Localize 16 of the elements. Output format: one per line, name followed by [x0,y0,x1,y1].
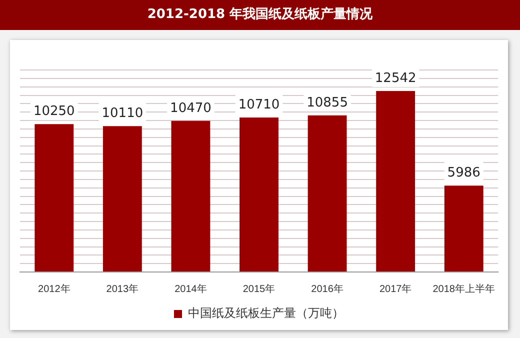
x-tick-label: 2015年 [242,282,276,295]
x-tick-label: 2018年上半年 [432,282,495,295]
data-label: 10710 [238,97,280,112]
data-label: 10470 [170,100,212,116]
x-tick-label: 2016年 [311,282,344,295]
data-label: 5986 [447,166,480,181]
chart-title: 2012-2018 年我国纸及纸板产量情况 [0,0,520,30]
data-label: 10110 [102,106,144,121]
data-label: 10250 [33,104,75,119]
x-tick-label: 2013年 [106,282,139,295]
data-label: 12542 [374,70,416,86]
x-tick-label: 2014年 [174,282,207,295]
legend-label: 中国纸及纸板生产量（万吨） [188,306,344,320]
x-tick-label: 2017年 [379,282,412,295]
data-label: 10855 [306,95,348,110]
x-tick-label: 2012年 [38,282,70,295]
